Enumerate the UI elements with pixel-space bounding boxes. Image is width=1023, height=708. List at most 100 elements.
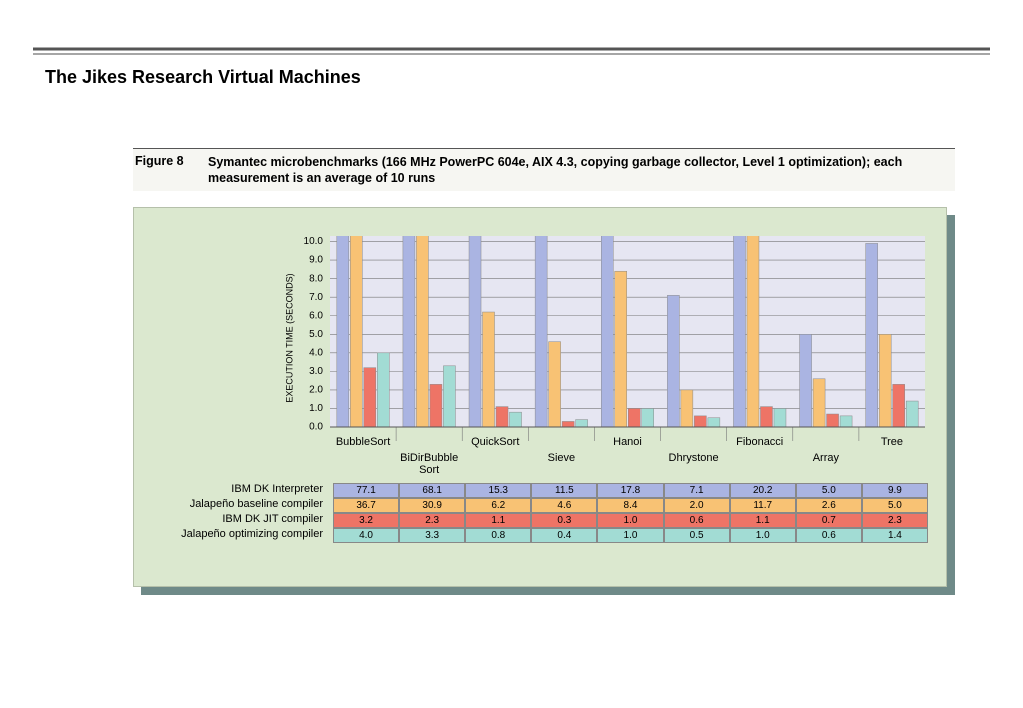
figure-caption: Symantec microbenchmarks (166 MHz PowerP… [208,155,903,185]
table-cell: 0.8 [465,528,532,543]
y-tick-label: 10.0 [304,236,324,247]
x-tick-label: Array [812,452,839,464]
bar [760,406,773,428]
bars [336,236,919,428]
bar [865,243,878,428]
table-cell: 2.6 [795,498,862,513]
bar [812,378,826,428]
bar [350,236,363,428]
bar [905,400,919,428]
table-cell: 30.9 [399,498,466,513]
table-cell: 0.5 [663,528,730,543]
bar [839,415,853,428]
bar [363,367,377,428]
caption: Figure 8 Symantec microbenchmarks (166 M… [133,148,955,191]
bar [575,419,588,428]
bar [468,236,482,428]
table-cell: 17.8 [597,483,664,498]
legend-label: Jalapeño optimizing compiler [181,528,323,540]
bar [482,311,495,428]
figure-label: Figure 8 [135,154,184,168]
x-tick-label: BubbleSort [335,436,391,448]
y-axis-label: EXECUTION TIME (SECONDS) [284,273,294,402]
y-tick-label: 1.0 [309,403,323,414]
table-cell: 36.7 [333,498,400,513]
y-tick-label: 3.0 [309,366,323,377]
table-cell: 6.2 [465,498,532,513]
table-cell: 4.0 [333,528,400,543]
x-tick-label: Dhrystone [668,452,719,464]
table-cell: 15.3 [465,483,532,498]
table-cell: 1.1 [465,513,532,528]
y-tick-label: 8.0 [309,273,323,284]
bar [548,341,561,428]
y-tick-label: 2.0 [309,385,323,396]
table-cell: 0.6 [795,528,862,543]
bar [495,406,509,428]
bar [534,236,548,428]
table-cell: 5.0 [795,483,862,498]
legend-label: IBM DK JIT compiler [222,513,323,525]
bar [336,236,350,428]
table-cell: 9.9 [861,483,928,498]
bar [429,384,443,428]
table-cell: 0.4 [531,528,598,543]
table-cell: 8.4 [597,498,664,513]
bar [799,334,812,428]
table-cell: 1.0 [597,528,664,543]
table-cell: 0.3 [531,513,598,528]
table-cell: 11.7 [729,498,796,513]
bar [694,415,707,428]
table-cell: 1.0 [729,528,796,543]
table-cell: 3.2 [333,513,400,528]
x-tick-label: QuickSort [471,436,520,448]
bar [746,236,760,428]
slide-title: The Jikes Research Virtual Machines [45,67,361,87]
table-cell: 11.5 [531,483,598,498]
plot-area [330,236,925,427]
x-tick-label: Fibonacci [736,436,784,448]
x-tick-label: Tree [880,436,904,448]
bar [641,408,654,428]
bar [733,236,746,428]
bar [878,334,892,428]
y-tick-label: 4.0 [309,347,323,358]
bar [509,411,522,428]
table-cell: 4.6 [531,498,598,513]
bar [707,417,721,428]
table-cell: 5.0 [861,498,928,513]
bar [443,365,456,428]
table-cell: 7.1 [663,483,730,498]
bar [416,236,429,428]
legend-label: Jalapeño baseline compiler [189,498,323,510]
bar [402,236,416,428]
bar [561,421,575,428]
bar [773,408,787,428]
bar [377,352,390,428]
legend-label: IBM DK Interpreter [231,483,323,495]
bar [628,408,641,428]
table-cell: 0.6 [663,513,730,528]
table-cell: 0.7 [795,513,862,528]
table-cell: 68.1 [399,483,466,498]
table-cell: 1.4 [861,528,928,543]
y-tick-label: 6.0 [309,310,323,321]
bar [892,384,905,428]
x-tick-label: Sieve [547,452,576,464]
y-tick-label: 5.0 [309,329,323,340]
y-tick-label: 9.0 [309,255,323,266]
table-cell: 3.3 [399,528,466,543]
y-tick-label: 0.0 [309,422,323,433]
table-cell: 2.3 [861,513,928,528]
table-cell: 1.1 [729,513,796,528]
table-cell: 77.1 [333,483,400,498]
bar [601,236,614,428]
table-cell: 20.2 [729,483,796,498]
bar [680,389,694,428]
bar [826,413,839,428]
table-cell: 2.3 [399,513,466,528]
table-cell: 1.0 [597,513,664,528]
